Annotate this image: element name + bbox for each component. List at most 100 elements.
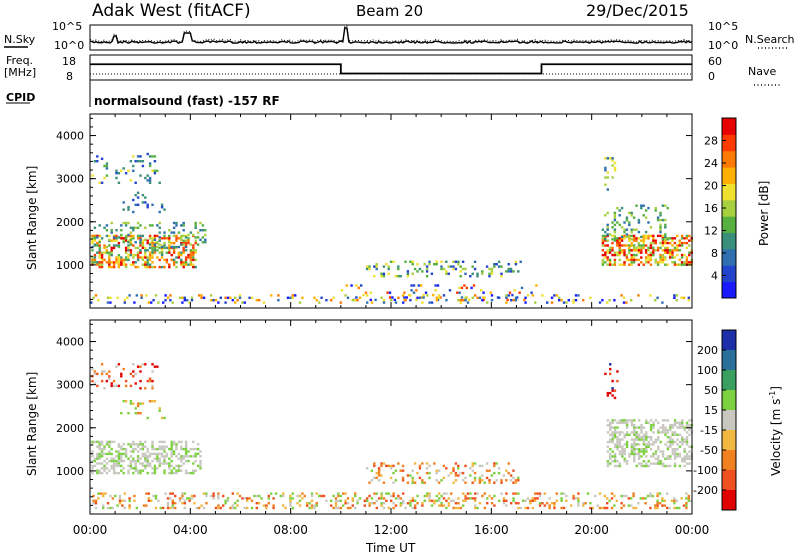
velocity-cell [144, 459, 147, 463]
power-cell [458, 291, 461, 294]
power-cell [473, 267, 477, 271]
velocity-cell [633, 452, 636, 456]
velocity-cell [356, 502, 359, 505]
velocity-cell [423, 499, 426, 502]
power-cell [90, 301, 93, 304]
velocity-cell [387, 492, 390, 495]
velocity-cell [633, 419, 636, 422]
power-cell [613, 161, 617, 165]
velocity-cell [640, 462, 643, 465]
velocity-cell [394, 469, 398, 472]
velocity-cell [187, 459, 190, 463]
velocity-cell [134, 462, 137, 465]
velocity-cell [445, 499, 448, 502]
velocity-cell [611, 387, 614, 390]
power-cell [422, 296, 425, 299]
velocity-cell [310, 499, 314, 502]
power-cell [169, 294, 172, 297]
velocity-cell [669, 424, 672, 427]
velocity-cell [664, 443, 667, 446]
velocity-cell [132, 375, 135, 378]
velocity-cell [633, 457, 636, 460]
power-cell [93, 236, 97, 239]
power-cell [139, 256, 142, 259]
velocity-cell [659, 450, 662, 453]
power-cell [332, 296, 335, 299]
power-cell [144, 196, 147, 199]
velocity-cell [128, 497, 131, 500]
power-ylabel: Slant Range [km] [25, 166, 39, 270]
power-cell [313, 296, 316, 299]
power-cell [606, 176, 609, 179]
power-cell [671, 261, 674, 264]
power-cell [151, 239, 154, 242]
velocity-cell [108, 370, 111, 373]
power-cell [611, 241, 614, 245]
power-cell [151, 253, 154, 257]
velocity-cell [184, 452, 188, 456]
velocity-cell [421, 479, 424, 482]
power-cell [136, 155, 140, 158]
power-cell [438, 296, 441, 299]
power-cell [96, 155, 99, 158]
velocity-cell [652, 440, 655, 444]
velocity-cell [606, 450, 610, 453]
power-cell [170, 245, 173, 249]
velocity-cell [144, 445, 147, 448]
velocity-cell [129, 400, 133, 403]
velocity-cell [183, 502, 186, 505]
velocity-cell [96, 471, 99, 475]
velocity-cell [187, 471, 190, 475]
velocity-cell [618, 462, 622, 465]
velocity-cell [189, 471, 193, 475]
power-cell [635, 228, 638, 231]
velocity-cell [105, 457, 109, 460]
velocity-cell [200, 504, 203, 507]
velocity-cell [652, 452, 655, 456]
power-cell [604, 239, 607, 242]
power-cell [434, 284, 437, 287]
velocity-cell [553, 502, 556, 505]
power-cell [659, 214, 662, 217]
power-cell [190, 299, 194, 302]
power-cell [508, 291, 512, 294]
velocity-cell [678, 445, 682, 448]
power-colorbar-swatch-7 [722, 167, 736, 184]
velocity-cell [163, 455, 166, 458]
power-cell [136, 221, 140, 225]
power-cell [160, 245, 164, 249]
power-cell [485, 265, 489, 268]
velocity-cell [657, 421, 660, 424]
velocity-cell [194, 459, 197, 463]
velocity-cell [105, 372, 109, 376]
power-cell [153, 238, 157, 241]
velocity-cell [115, 462, 118, 465]
velocity-cell [426, 492, 429, 495]
power-cell [459, 270, 462, 273]
power-cell [661, 218, 665, 222]
power-cell [151, 244, 154, 247]
velocity-cell [538, 502, 542, 505]
power-cell [120, 229, 123, 232]
velocity-colorbar-swatch-2 [722, 370, 736, 391]
velocity-cell [457, 502, 460, 505]
power-cell [620, 294, 623, 297]
power-cell [644, 230, 648, 234]
power-cell [656, 234, 660, 238]
power-cell [172, 234, 176, 238]
power-cell [661, 258, 665, 262]
power-cell [649, 246, 653, 250]
velocity-cell [153, 471, 157, 475]
velocity-cell [151, 467, 154, 470]
velocity-cell [428, 492, 431, 495]
velocity-cell [112, 379, 116, 383]
power-cell [318, 301, 321, 304]
velocity-cell [435, 494, 438, 498]
power-cell [683, 261, 686, 264]
power-cell [553, 294, 556, 297]
power-cell [604, 238, 607, 241]
velocity-cell [136, 365, 140, 368]
velocity-cell [616, 448, 619, 451]
velocity-cell [136, 412, 140, 415]
velocity-cell [685, 440, 689, 444]
